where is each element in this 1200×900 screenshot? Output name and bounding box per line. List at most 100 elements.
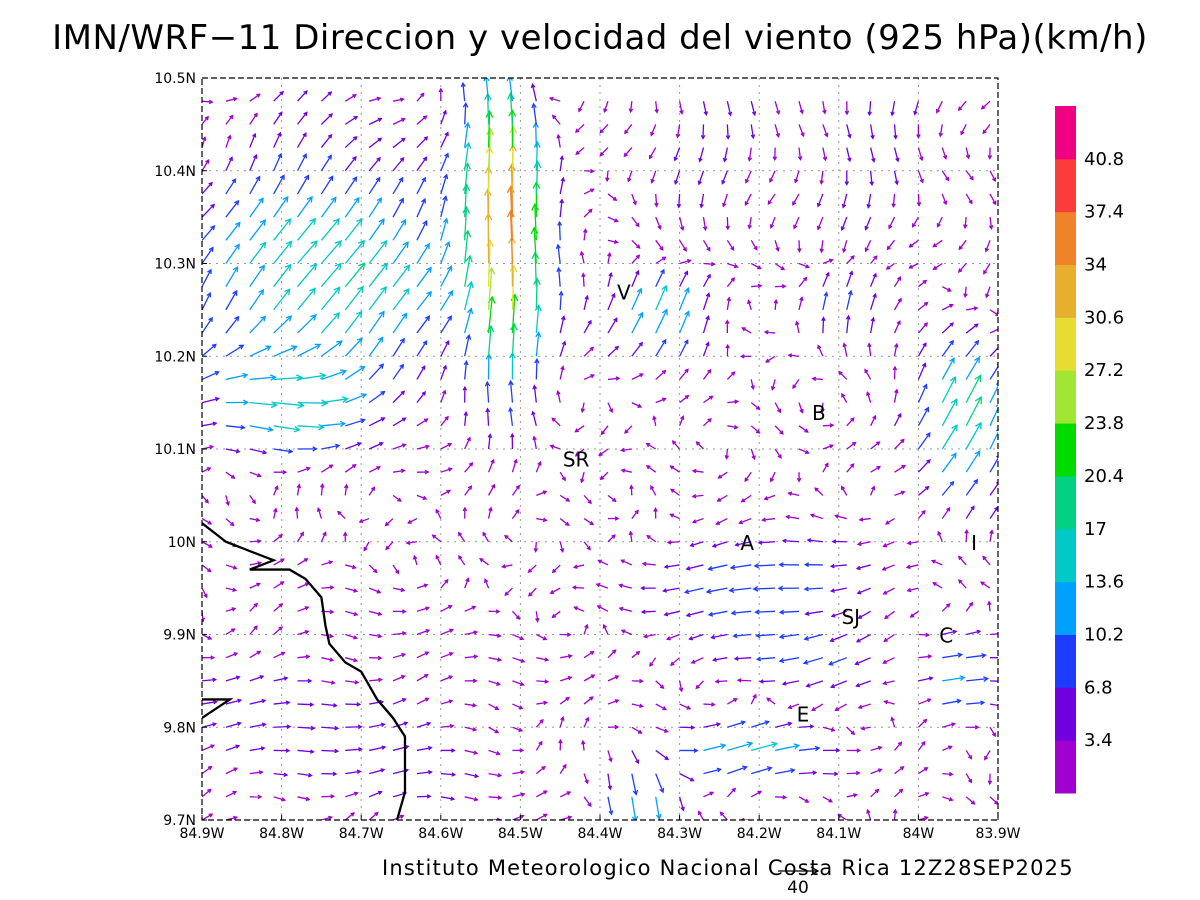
wind-vector [607,193,618,202]
wind-vector [965,323,979,334]
wind-vector [595,582,609,589]
wind-vector [989,633,998,636]
wind-vector [464,141,472,171]
wind-vector [797,240,802,253]
wind-vector [894,464,907,473]
wind-vector [936,100,943,114]
legend-label: 34 [1084,255,1107,276]
wind-vector [368,310,385,334]
wind-vector [416,339,428,357]
wind-vector [249,722,267,728]
wind-vector [273,111,283,125]
wind-vector [583,674,596,682]
wind-vector [679,258,692,265]
wind-vector [727,698,738,705]
y-axis-ticks: 9.7N 9.8N 9.9N 10N 10.1N 10.2N 10.3N 10.4N 10.5N [154,71,207,829]
color-legend: 3.4 6.8 10.2 13.6 17 20.4 23.8 27.2 30.6 34 37.4 40… [1055,106,1124,794]
wind-vector [202,587,208,599]
wind-vector [727,262,739,269]
wind-vector [930,559,943,566]
y-tick-label: 10.3N [154,257,196,273]
wind-vector [941,398,958,427]
wind-vector [809,513,824,520]
wind-vector [917,147,924,162]
wind-vector [822,423,835,428]
wind-vector [297,240,318,264]
wind-vector [583,796,592,808]
wind-vector [856,541,871,547]
wind-vector [794,170,800,184]
wind-vector [249,625,258,635]
wind-vector [797,147,803,161]
wind-vector [392,241,409,264]
wind-vector [249,374,277,381]
wind-vector [855,680,871,688]
wind-vector [804,610,823,616]
wind-vector [607,251,612,264]
wind-vector [942,629,958,636]
wind-vector [666,540,680,545]
wind-vector [727,765,748,775]
wind-vector [787,491,800,497]
reference-vector: 40 [778,866,820,898]
wind-vector [249,112,258,125]
wind-vector [297,217,317,241]
wind-vector [273,533,284,543]
wind-vector [202,655,216,660]
wind-vector [917,740,926,751]
wind-vector [273,485,279,496]
wind-vector [225,344,245,357]
wind-vector [392,363,404,380]
wind-vector [750,262,762,270]
wind-vector [846,726,856,736]
wind-vector [358,517,370,524]
wind-vector [957,100,967,112]
wind-vector [368,262,389,288]
wind-vector [675,124,681,139]
legend-label: 17 [1084,519,1107,540]
wind-vector [712,657,728,662]
wind-vector [583,319,592,334]
wind-vector [685,564,704,571]
wind-vector [906,587,919,593]
wind-vector [702,239,711,252]
wind-vector [607,773,613,791]
wind-vector [607,402,614,414]
wind-vector [607,516,620,521]
wind-vector [559,518,570,527]
figure-title: IMN/WRF−11 Direccion y velocidad del vie… [52,18,1148,58]
wind-vector [678,796,685,812]
wind-vector [297,819,300,820]
wind-vector [462,183,471,218]
wind-vector [458,554,466,566]
wind-vector [392,97,405,102]
wind-vector [937,530,943,542]
wind-vector [714,679,728,684]
wind-vector [840,216,848,232]
wind-vector [941,480,955,496]
wind-vector [846,441,857,450]
wind-vector [941,603,951,612]
wind-vector [793,216,800,230]
wind-vector [483,78,490,102]
wind-vector [392,631,407,636]
wind-vector [488,633,502,638]
wind-vector [416,469,430,475]
wind-vector [511,610,521,620]
x-tick-label: 84.3W [657,826,702,842]
wind-vector [655,268,665,287]
wind-vector [631,819,633,820]
wind-vector [679,394,690,404]
wind-vector [464,678,478,684]
wind-vector [320,133,333,148]
wind-vector [755,633,776,639]
wind-vector [345,587,359,593]
wind-vector [571,585,585,590]
wind-vector [958,579,967,589]
wind-vector [345,702,362,707]
wind-vector [368,466,382,473]
wind-vector [369,677,383,683]
wind-vector [273,425,301,433]
wind-vector [597,559,609,566]
